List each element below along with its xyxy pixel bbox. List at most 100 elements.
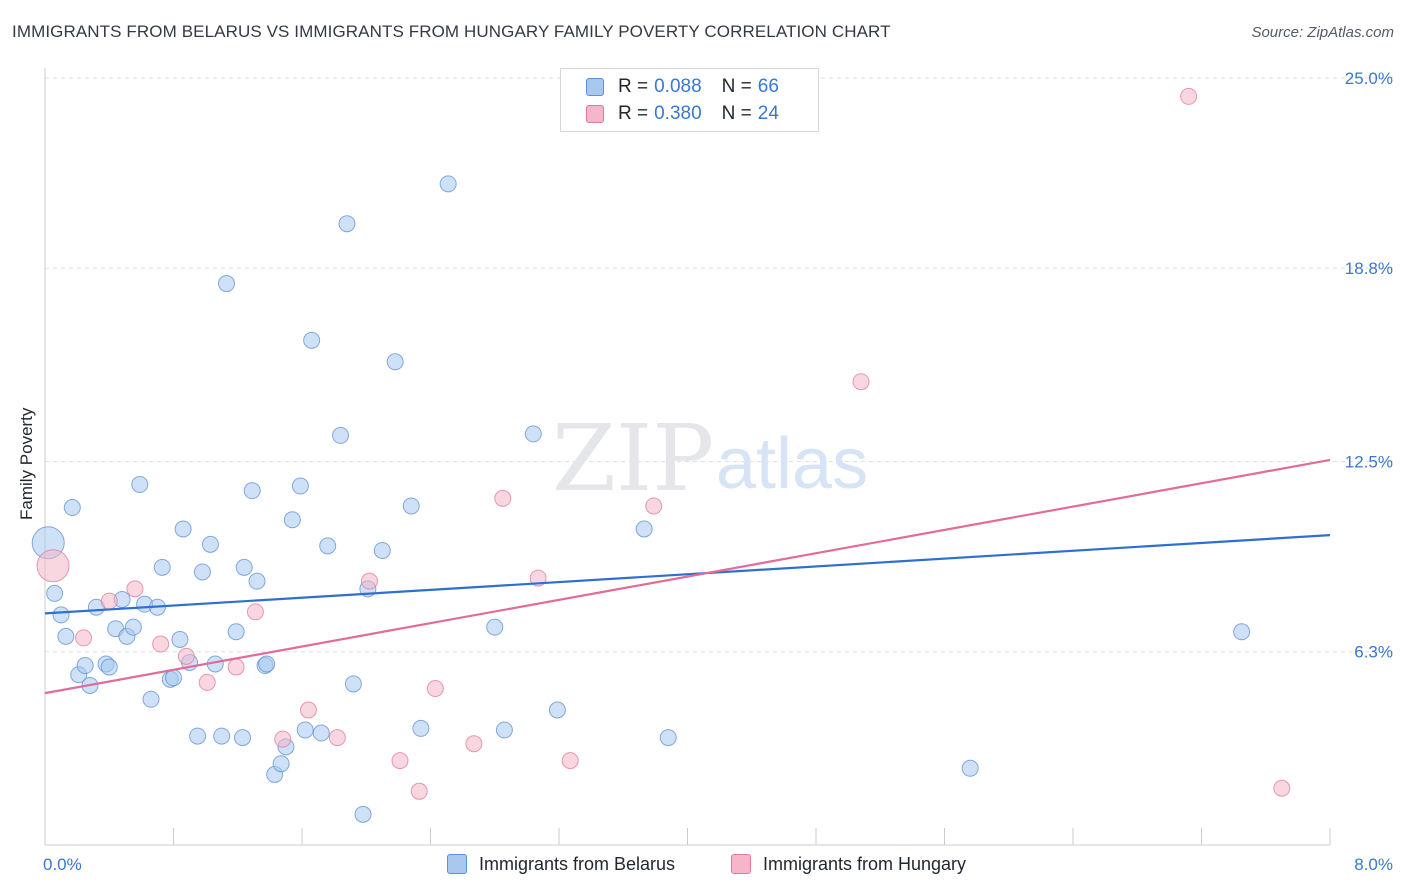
y-axis-label: Family Poverty <box>17 407 36 520</box>
belarus-point <box>142 690 160 708</box>
hungary-point <box>198 673 216 691</box>
belarus-point <box>235 558 253 576</box>
hungary-point <box>75 629 93 647</box>
belarus-point <box>243 482 261 500</box>
belarus-point <box>248 572 266 590</box>
belarus-point <box>524 425 542 443</box>
r-value: 0.088 <box>654 76 702 97</box>
belarus-point <box>373 541 391 559</box>
belarus-point <box>635 520 653 538</box>
belarus-point <box>76 657 94 675</box>
belarus-point <box>165 669 182 687</box>
belarus-point <box>201 535 219 553</box>
belarus-point <box>354 805 372 823</box>
n-value: 24 <box>757 103 779 124</box>
belarus-point <box>213 727 231 745</box>
watermark: ZIP atlas <box>552 405 868 512</box>
belarus-point <box>402 497 420 515</box>
hungary-point <box>36 549 70 583</box>
belarus-point <box>218 275 236 293</box>
stats-legend: R = 0.088 N = 66 R = 0.380 N = 24 <box>560 68 819 132</box>
belarus-point <box>227 623 245 641</box>
n-label: N = <box>721 76 752 97</box>
belarus-point <box>1233 623 1251 641</box>
hungary-point <box>1180 87 1198 105</box>
data-points <box>31 87 1291 823</box>
hungary-point <box>645 497 663 515</box>
hungary-point <box>246 603 264 621</box>
hungary-point <box>391 752 409 770</box>
belarus-point <box>283 511 301 529</box>
belarus-point <box>124 618 142 636</box>
r-value: 0.380 <box>654 103 702 124</box>
legend-item-hungary[interactable]: Immigrants from Hungary <box>731 851 966 877</box>
hungary-swatch-icon <box>586 105 604 123</box>
belarus-point <box>57 627 75 645</box>
hungary-point <box>852 373 870 391</box>
n-label: N = <box>721 103 752 124</box>
belarus-point <box>548 701 566 719</box>
belarus-swatch-icon <box>586 78 604 96</box>
x-tick-label: 0.0% <box>43 855 82 874</box>
hungary-point <box>426 680 444 698</box>
belarus-point <box>495 721 513 739</box>
y-tick-label: 25.0% <box>1345 69 1393 88</box>
belarus-point <box>344 675 362 693</box>
y-tick-label: 18.8% <box>1345 259 1393 278</box>
belarus-trend-line <box>44 534 1331 615</box>
belarus-point <box>332 426 350 444</box>
watermark-atlas: atlas <box>716 424 868 504</box>
belarus-point <box>439 175 457 193</box>
belarus-point <box>303 331 321 349</box>
hungary-point <box>126 580 144 598</box>
hungary-point <box>328 729 346 747</box>
belarus-point <box>193 563 211 581</box>
hungary-point <box>494 489 512 507</box>
belarus-point <box>131 476 149 494</box>
belarus-point <box>52 606 70 624</box>
n-value: 66 <box>757 76 779 97</box>
legend-label-belarus: Immigrants from Belarus <box>479 853 676 874</box>
legend-item-belarus[interactable]: Immigrants from Belarus <box>447 851 675 877</box>
belarus-point <box>153 558 171 576</box>
r-label: R = <box>618 103 649 124</box>
belarus-point <box>319 537 337 555</box>
hungary-point <box>1273 779 1291 797</box>
belarus-point <box>174 520 192 538</box>
legend-label-hungary: Immigrants from Hungary <box>763 853 967 874</box>
belarus-point <box>338 215 356 233</box>
hungary-point <box>100 592 118 610</box>
r-label: R = <box>618 76 649 97</box>
hungary-point <box>299 701 317 719</box>
hungary-point <box>227 658 245 676</box>
belarus-point <box>100 658 118 676</box>
belarus-point <box>961 759 979 777</box>
hungary-point <box>152 635 170 653</box>
source-label: Source: ZipAtlas.com <box>1251 24 1394 41</box>
hungary-point <box>465 735 483 753</box>
hungary-point <box>177 647 195 665</box>
hungary-swatch-icon <box>731 854 751 874</box>
hungary-trend-line <box>44 458 1331 695</box>
hungary-point <box>410 782 428 800</box>
belarus-point <box>296 721 314 739</box>
hungary-point <box>274 730 292 748</box>
belarus-point <box>63 499 81 517</box>
y-tick-label: 12.5% <box>1345 453 1393 472</box>
stats-legend-row-belarus: R = 0.088 N = 66 <box>586 75 779 99</box>
belarus-point <box>486 618 504 636</box>
tick-labels: 6.3% 12.5% 18.8% 25.0% 0.0% 8.0% <box>43 69 1393 874</box>
belarus-point <box>659 729 677 747</box>
belarus-point <box>189 727 207 745</box>
y-tick-label: 6.3% <box>1354 643 1393 662</box>
chart-title: IMMIGRANTS FROM BELARUS VS IMMIGRANTS FR… <box>12 22 891 41</box>
axes <box>44 68 1331 846</box>
trend-lines <box>44 458 1331 695</box>
belarus-point <box>46 584 64 602</box>
belarus-point <box>258 655 276 673</box>
belarus-point <box>234 729 252 747</box>
belarus-point <box>412 719 430 737</box>
watermark-zip: ZIP <box>552 405 714 512</box>
belarus-point <box>272 755 290 773</box>
